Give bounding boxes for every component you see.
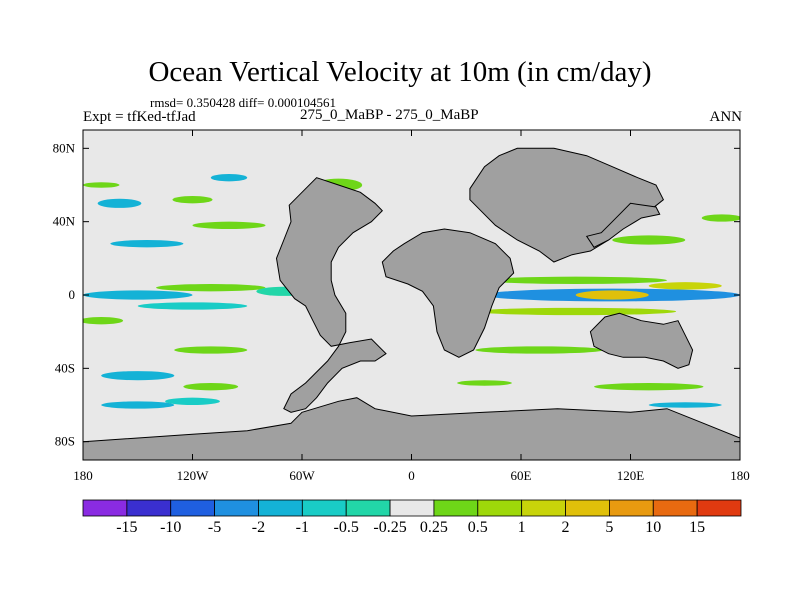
stats-line: rmsd= 0.350428 diff= 0.000104561 bbox=[150, 95, 336, 110]
y-tick-label: 40N bbox=[53, 214, 76, 229]
colorbar-box bbox=[696, 499, 742, 517]
season-label: ANN bbox=[709, 109, 743, 125]
x-tick-label: 120W bbox=[177, 468, 210, 483]
land-mass bbox=[589, 312, 694, 369]
y-tick-label: 0 bbox=[69, 287, 76, 302]
anomaly-patch bbox=[183, 383, 239, 391]
colorbar-box bbox=[345, 499, 391, 517]
colorbar-box bbox=[214, 499, 259, 517]
anomaly-patch bbox=[110, 240, 184, 248]
colorbar-box bbox=[389, 499, 435, 517]
colorbar-box bbox=[565, 499, 610, 517]
land-mass bbox=[381, 228, 515, 358]
y-tick-label: 80N bbox=[53, 140, 76, 155]
case-label: 275_0_MaBP - 275_0_MaBP bbox=[300, 107, 479, 123]
colorbar-label: 5 bbox=[605, 519, 613, 536]
land-mass bbox=[585, 202, 661, 248]
chart-title: Ocean Vertical Velocity at 10m (in cm/da… bbox=[148, 56, 652, 88]
anomaly-patch bbox=[97, 198, 142, 208]
colorbar-label: -15 bbox=[116, 519, 137, 536]
colorbar-box bbox=[521, 499, 566, 517]
anomaly-patch bbox=[174, 346, 248, 354]
colorbar-label: 10 bbox=[645, 519, 661, 536]
colorbar-label: 0.5 bbox=[468, 519, 488, 536]
colorbar-label: -10 bbox=[160, 519, 181, 536]
anomaly-patch bbox=[165, 397, 220, 406]
x-tick-label: 180 bbox=[730, 468, 750, 483]
anomaly-patch bbox=[137, 302, 248, 310]
x-tick-label: 180 bbox=[73, 468, 93, 483]
colorbar-label: -0.25 bbox=[373, 519, 406, 536]
colorbar-box bbox=[477, 499, 523, 517]
anomaly-patch bbox=[83, 182, 120, 188]
anomaly-patch bbox=[101, 401, 175, 409]
colorbar-box bbox=[652, 499, 698, 517]
colorbar-box bbox=[609, 499, 654, 517]
y-tick-label: 80S bbox=[55, 434, 75, 449]
experiment-label: Expt = tfKed-tfJad bbox=[83, 109, 196, 125]
x-tick-label: 60E bbox=[511, 468, 532, 483]
anomaly-patch bbox=[83, 317, 124, 325]
colorbar-box bbox=[170, 499, 216, 517]
colorbar-label: -5 bbox=[208, 519, 221, 536]
anomaly-patch bbox=[475, 307, 677, 316]
anomaly-patch bbox=[156, 284, 266, 292]
colorbar-box bbox=[433, 499, 479, 517]
anomaly-patch bbox=[612, 235, 686, 245]
anomaly-patch bbox=[457, 380, 512, 386]
colorbar-label: 2 bbox=[562, 519, 570, 536]
colorbar-box bbox=[258, 499, 303, 517]
colorbar-label: -0.5 bbox=[334, 519, 359, 536]
colorbar-box bbox=[301, 499, 347, 517]
map-layer bbox=[83, 147, 740, 460]
x-tick-label: 0 bbox=[408, 468, 415, 483]
anomaly-patch bbox=[192, 221, 266, 229]
colorbar-label: 1 bbox=[518, 519, 526, 536]
anomaly-patch bbox=[83, 290, 193, 300]
colorbar-label: -2 bbox=[252, 519, 265, 536]
anomaly-patch bbox=[648, 282, 722, 290]
anomaly-patch bbox=[475, 346, 604, 354]
anomaly-patch bbox=[701, 214, 740, 222]
anomaly-patch bbox=[210, 174, 248, 182]
anomaly-patch bbox=[172, 196, 213, 204]
colorbar-box bbox=[126, 499, 172, 517]
colorbar-box bbox=[82, 499, 128, 517]
anomaly-patch bbox=[101, 371, 175, 381]
x-tick-label: 120E bbox=[617, 468, 645, 483]
x-tick-label: 60W bbox=[289, 468, 315, 483]
colorbar-label: 0.25 bbox=[420, 519, 448, 536]
anomaly-patch bbox=[575, 290, 649, 300]
anomaly-patch bbox=[484, 276, 667, 285]
colorbar-label: -1 bbox=[296, 519, 309, 536]
land-mass bbox=[275, 177, 387, 413]
colorbar-label: 15 bbox=[689, 519, 705, 536]
land-mass bbox=[83, 397, 740, 460]
anomaly-patch bbox=[648, 402, 722, 408]
anomaly-patch bbox=[594, 383, 704, 391]
y-tick-label: 40S bbox=[55, 360, 75, 375]
